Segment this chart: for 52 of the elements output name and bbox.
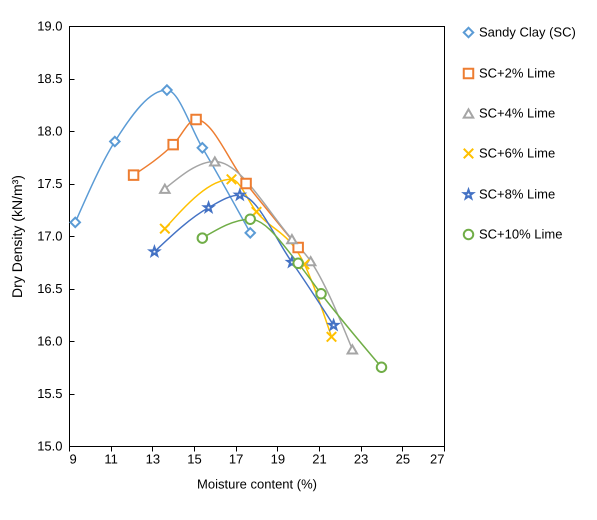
x-tick-label: 27 [430, 452, 444, 466]
legend-label: SC+2% Lime [479, 66, 556, 80]
x-tick-label: 13 [146, 452, 160, 466]
legend-label: SC+10% Lime [479, 226, 562, 242]
point [250, 206, 262, 218]
point [161, 84, 173, 96]
point [209, 156, 221, 167]
point [226, 174, 238, 186]
x-tick-label: 9 [70, 452, 77, 466]
y-tick-label: 15.0 [37, 438, 62, 454]
y-tick-label: 16.0 [37, 334, 62, 348]
point [244, 227, 256, 239]
x-tick-label: 19 [270, 452, 286, 466]
y-tick-label: 15.5 [37, 386, 62, 401]
y-tick-label: 19.0 [37, 18, 62, 34]
point [128, 169, 140, 181]
y-tick-label: 18.5 [37, 71, 62, 86]
legend-label: SC+8% Lime [479, 186, 556, 202]
y-tick-label: 16.5 [37, 281, 62, 296]
point [159, 184, 171, 194]
point [244, 213, 256, 225]
point [167, 138, 179, 150]
point [292, 242, 304, 254]
point [190, 114, 202, 126]
x-tick-label: 15 [187, 452, 202, 466]
point [376, 362, 388, 373]
x-tick-label: 23 [354, 452, 368, 466]
point [159, 222, 171, 234]
legend-label: SC+4% Lime [479, 106, 556, 120]
x-tick-label: 25 [396, 452, 410, 466]
point [304, 256, 316, 266]
y-tick-label: 17.0 [37, 228, 62, 244]
x-tick-label: 21 [312, 452, 327, 466]
point [286, 234, 298, 244]
point [70, 216, 81, 228]
legend-label: Sandy Clay (SC) [479, 24, 576, 40]
x-tick-label: 11 [104, 452, 118, 466]
point [298, 258, 310, 270]
point [326, 331, 338, 343]
y-axis-title: Dry Density (kN/m³) [9, 175, 26, 298]
point [315, 288, 327, 300]
legend-label: SC+6% Lime [479, 146, 556, 160]
point [109, 136, 121, 148]
point [292, 258, 304, 270]
x-axis-title: Moisture content (%) [197, 476, 317, 492]
point [196, 232, 208, 244]
point [240, 178, 252, 190]
x-tick-label: 17 [228, 452, 244, 466]
y-tick-label: 18.0 [37, 124, 62, 138]
y-tick-label: 17.5 [37, 176, 62, 191]
point [346, 344, 358, 355]
point [196, 142, 208, 154]
